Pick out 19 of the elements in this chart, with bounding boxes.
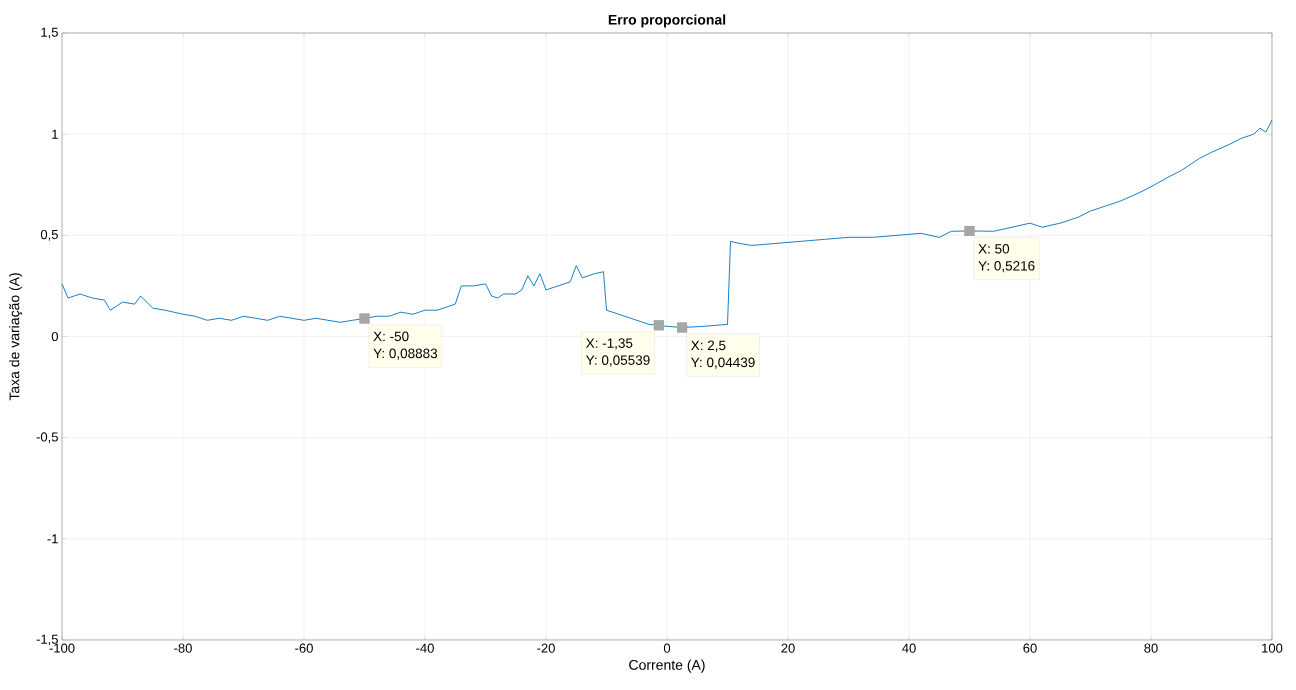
x-axis-title: Corrente (A) xyxy=(629,659,705,673)
x-tick-label: 100 xyxy=(1262,643,1283,653)
x-tick-label: 60 xyxy=(1023,643,1037,653)
x-tick-label: 20 xyxy=(781,643,795,653)
y-tick-label: -1 xyxy=(47,534,58,544)
y-tick-label: 0 xyxy=(51,331,58,342)
x-tick-label: -60 xyxy=(295,643,313,653)
chart-title: Erro proporcional xyxy=(608,14,726,28)
y-tick-label: 1 xyxy=(52,129,58,139)
x-tick-label: -80 xyxy=(174,643,192,653)
x-tick-label: 0 xyxy=(663,643,671,653)
y-tick-label: -0,5 xyxy=(36,432,58,444)
y-tick-label: 1,5 xyxy=(41,27,58,39)
y-axis-title: Taxa de variação (A) xyxy=(9,273,23,401)
y-tick-label: 0,5 xyxy=(40,229,58,241)
x-tick-label: 80 xyxy=(1144,643,1158,653)
x-tick-label: 40 xyxy=(902,643,916,653)
x-tick-label: -40 xyxy=(416,643,434,653)
x-tick-label: -20 xyxy=(537,643,555,653)
